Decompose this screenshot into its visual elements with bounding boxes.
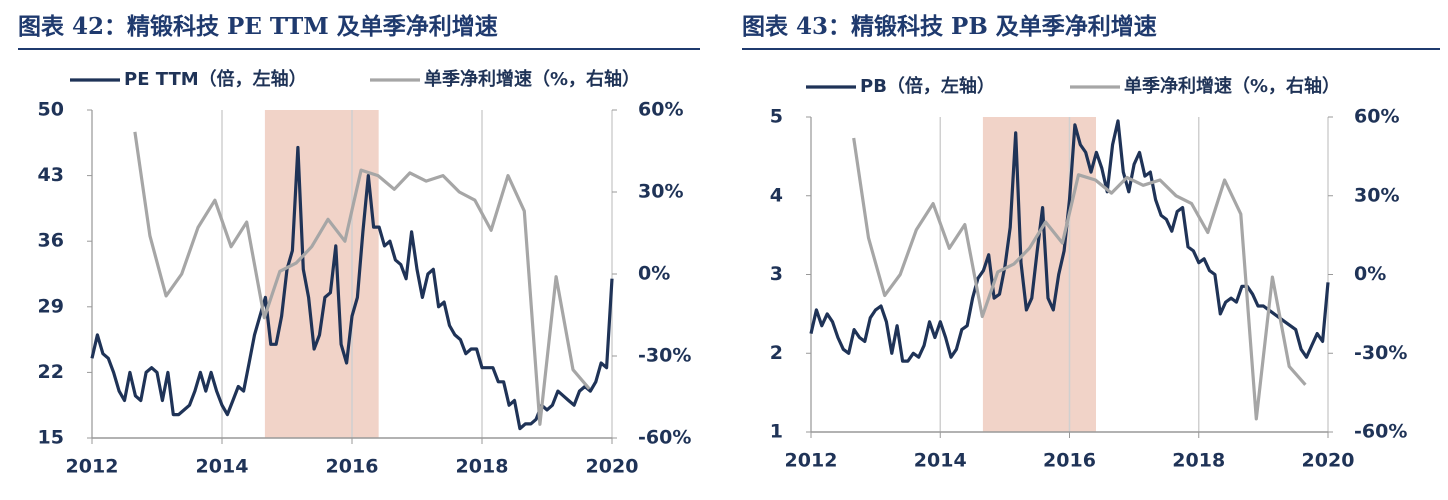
legend-label: PE TTM（倍，左轴） (124, 68, 307, 90)
chart-title: 图表 42：精锻科技 PE TTM 及单季净利增速 (18, 13, 498, 40)
y-tick-label: 2 (770, 342, 783, 364)
y2-tick-label: -60% (638, 427, 691, 449)
legend-label: PB（倍，左轴） (860, 75, 995, 97)
y2-tick-label: 30% (638, 181, 683, 203)
y-tick-label: 1 (770, 421, 783, 443)
x-tick-label: 2016 (1043, 450, 1096, 472)
y-tick-label: 36 (38, 230, 64, 252)
y2-tick-label: -30% (1354, 342, 1407, 364)
series-line (133, 131, 591, 426)
y2-tick-label: 0% (638, 263, 670, 285)
chart-title: 图表 43：精锻科技 PB 及单季净利增速 (742, 13, 1157, 40)
legend-label: 单季净利增速（%，右轴） (424, 68, 640, 90)
highlight-band (264, 110, 379, 438)
y-tick-label: 15 (38, 427, 64, 449)
series-line (809, 119, 1330, 363)
x-tick-label: 2020 (1302, 450, 1355, 472)
highlight-band (982, 117, 1096, 432)
series-line (852, 137, 1307, 421)
x-tick-label: 2012 (66, 456, 119, 478)
legend-label: 单季净利增速（%，右轴） (1124, 75, 1340, 97)
y2-tick-label: 60% (638, 99, 683, 121)
y2-tick-label: -60% (1354, 421, 1407, 443)
x-tick-label: 2020 (586, 456, 639, 478)
x-tick-label: 2014 (914, 450, 967, 472)
series-line (90, 145, 614, 431)
y2-tick-label: -30% (638, 345, 691, 367)
y2-tick-label: 60% (1354, 106, 1399, 128)
y-tick-label: 5 (770, 106, 783, 128)
y-tick-label: 43 (38, 164, 64, 186)
y2-tick-label: 30% (1354, 184, 1399, 206)
x-tick-label: 2018 (1172, 450, 1225, 472)
y-tick-label: 4 (770, 184, 783, 206)
y-tick-label: 22 (38, 361, 64, 383)
y-tick-label: 50 (38, 99, 64, 121)
x-tick-label: 2012 (785, 450, 838, 472)
y-tick-label: 3 (770, 263, 783, 285)
x-tick-label: 2018 (456, 456, 509, 478)
y-tick-label: 29 (38, 295, 64, 317)
x-tick-label: 2016 (326, 456, 379, 478)
x-tick-label: 2014 (196, 456, 249, 478)
y2-tick-label: 0% (1354, 263, 1386, 285)
